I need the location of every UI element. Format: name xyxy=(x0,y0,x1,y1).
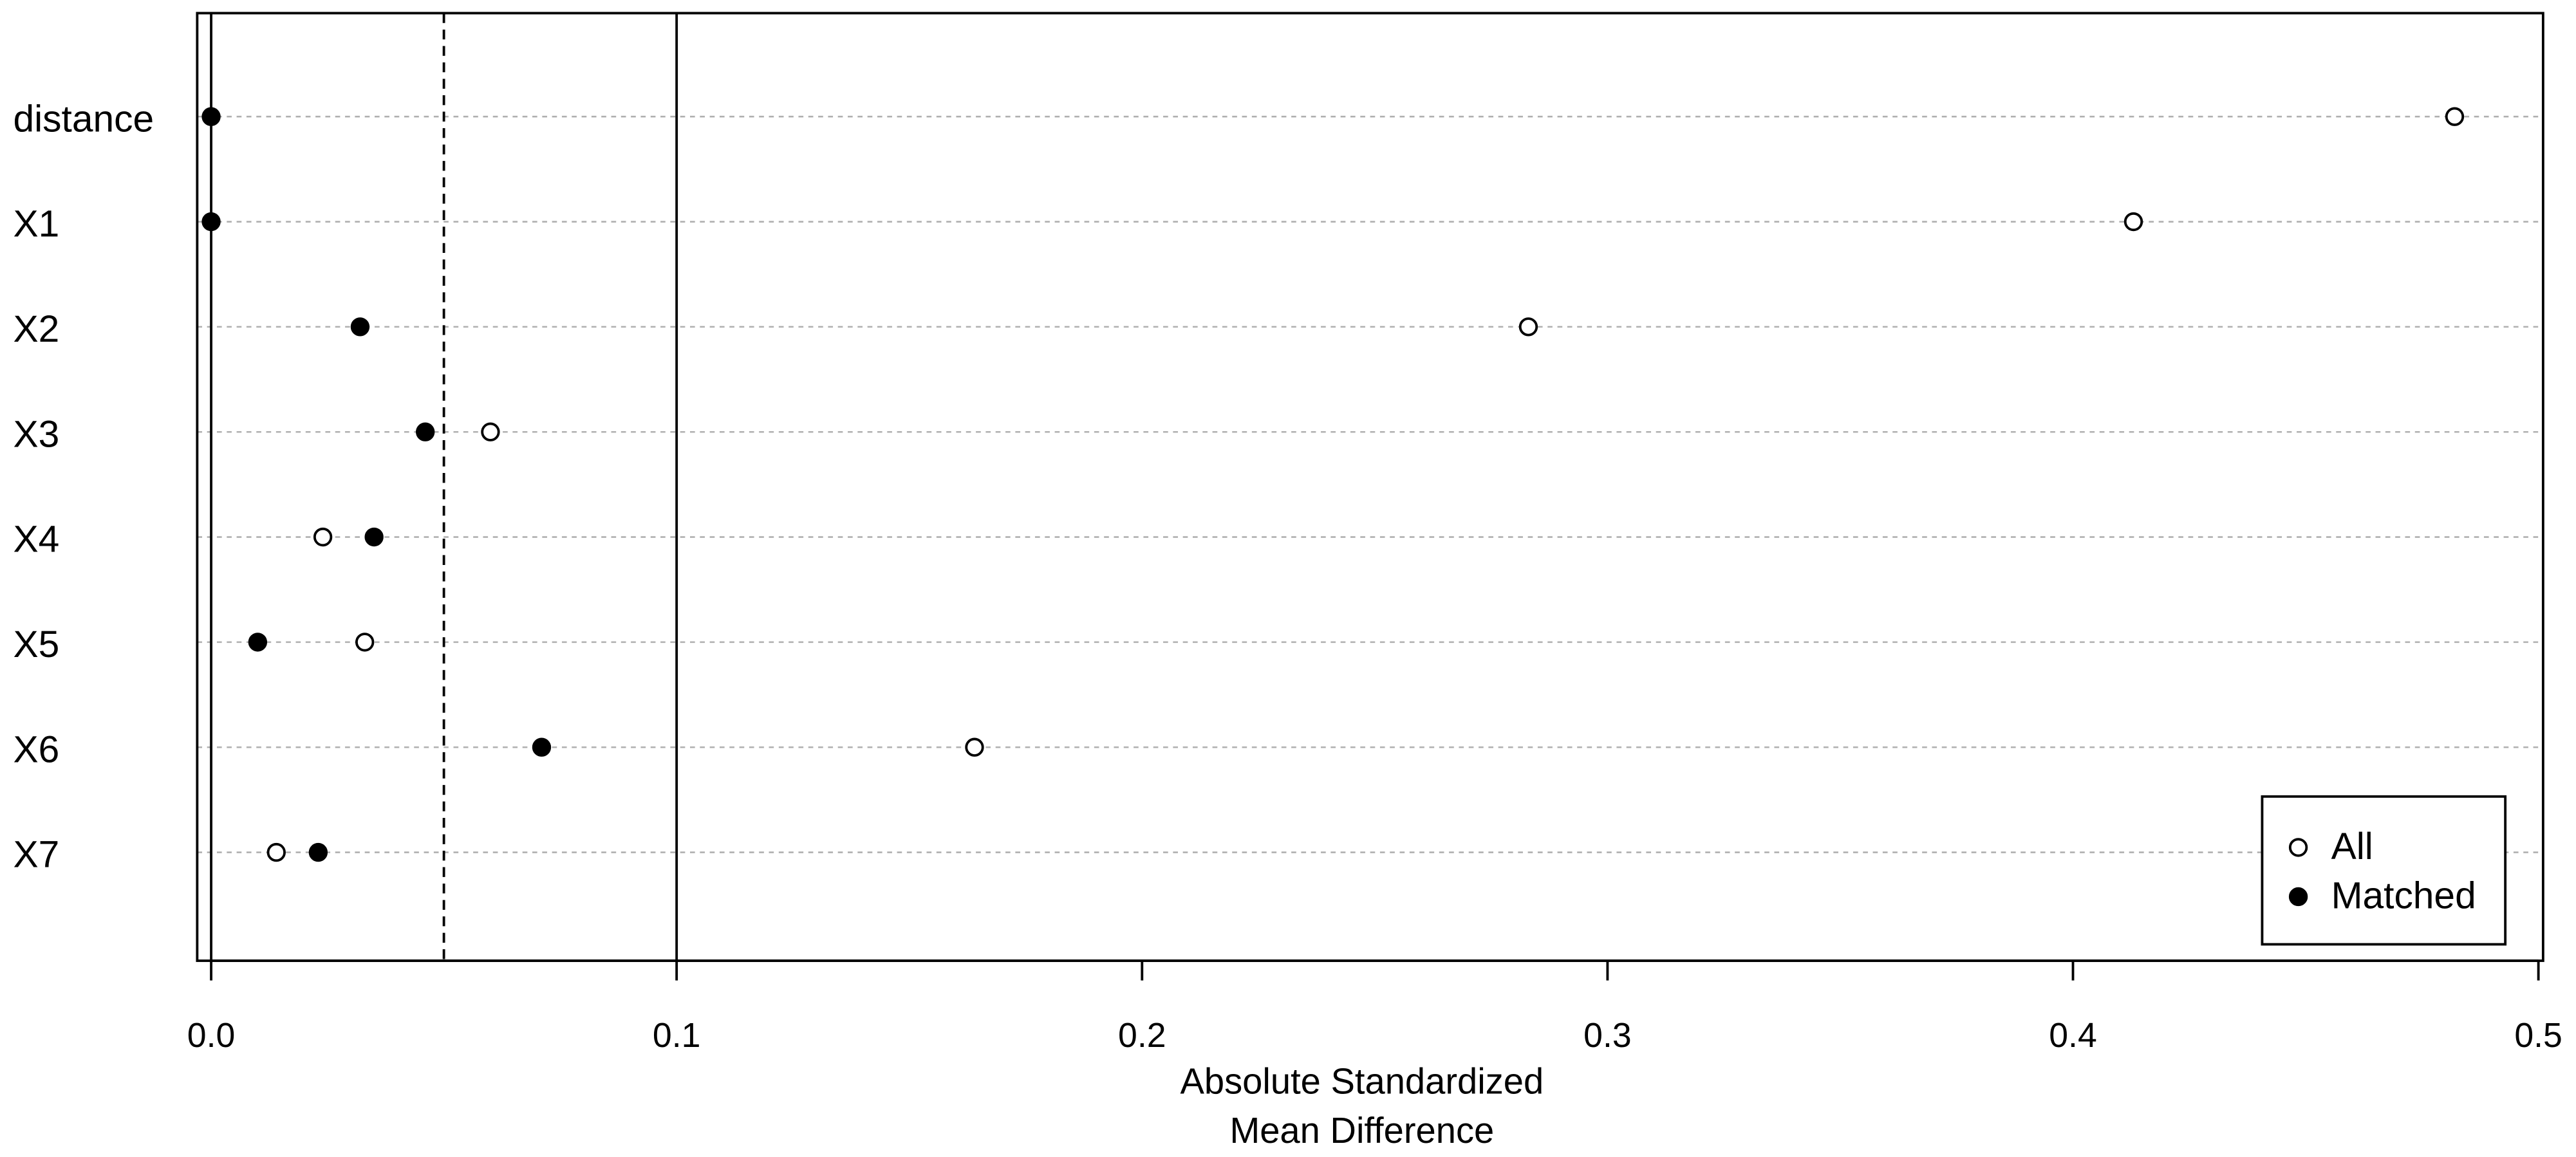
point xyxy=(965,737,984,757)
category-label: X2 xyxy=(14,308,60,350)
point xyxy=(481,422,500,441)
category-label: X7 xyxy=(14,834,60,876)
category-label: X4 xyxy=(14,519,60,560)
x-tick-label: 0.5 xyxy=(2514,1016,2562,1055)
point xyxy=(355,633,375,652)
point xyxy=(313,527,333,547)
x-tick-label: 0.2 xyxy=(1118,1016,1166,1055)
legend-box xyxy=(2261,795,2507,946)
point xyxy=(201,107,221,126)
legend-marker xyxy=(2288,838,2308,857)
legend-marker xyxy=(2288,887,2308,907)
point xyxy=(308,842,328,862)
point xyxy=(364,527,384,547)
x-tick-label: 0.4 xyxy=(2049,1016,2096,1055)
category-label: X5 xyxy=(14,624,60,665)
point xyxy=(532,737,552,757)
category-label: X1 xyxy=(14,203,60,245)
x-axis-title: Mean Difference xyxy=(1229,1110,1494,1151)
x-axis-title: Absolute Standardized xyxy=(1180,1060,1544,1101)
category-label: distance xyxy=(14,98,154,140)
category-label: X3 xyxy=(14,413,60,455)
point xyxy=(350,317,370,337)
point xyxy=(248,633,268,652)
point xyxy=(2123,212,2143,232)
x-tick-label: 0.1 xyxy=(653,1016,700,1055)
legend-label: Matched xyxy=(2331,875,2476,917)
point xyxy=(1518,317,1538,337)
point xyxy=(266,842,286,862)
x-tick-label: 0.0 xyxy=(187,1016,235,1055)
category-label: X6 xyxy=(14,728,60,770)
x-tick-label: 0.3 xyxy=(1583,1016,1631,1055)
point xyxy=(201,212,221,232)
point xyxy=(416,422,435,441)
point xyxy=(2445,107,2465,126)
legend-label: All xyxy=(2331,826,2373,867)
